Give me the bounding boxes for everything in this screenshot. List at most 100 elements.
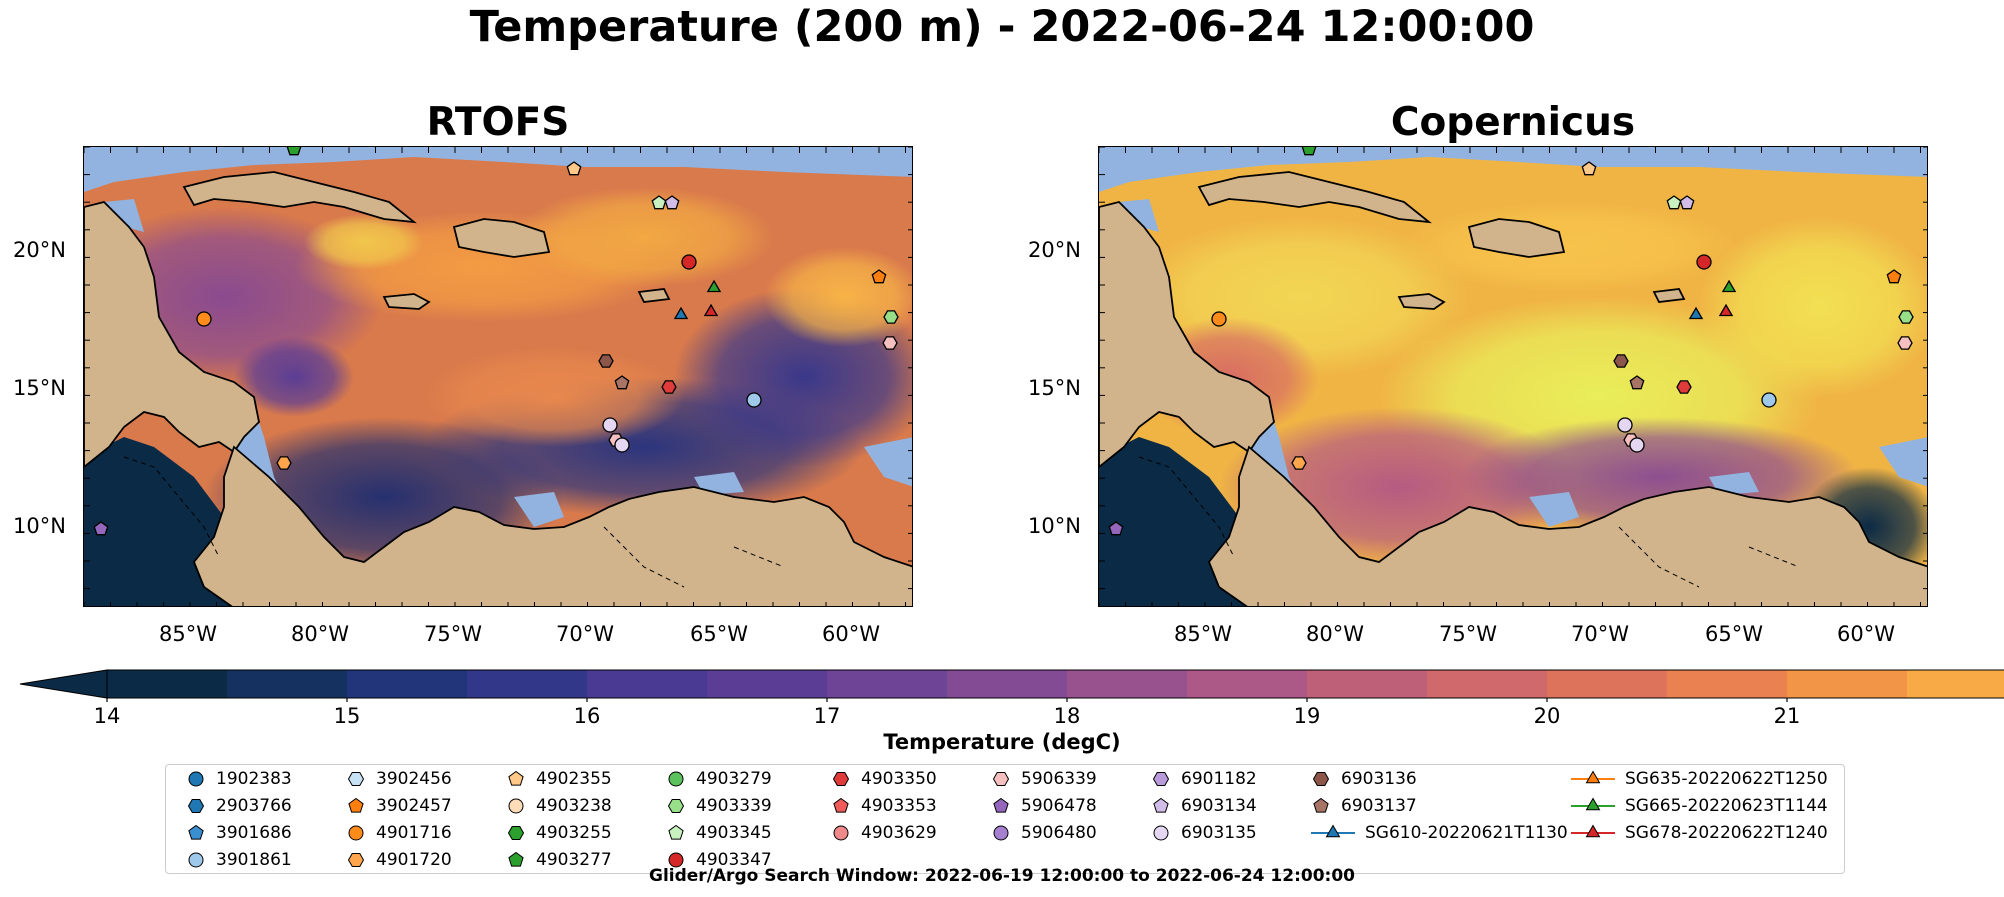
legend-item-6903137: 6903137 (1311, 796, 1417, 816)
legend-marker-icon (993, 797, 1009, 813)
legend-marker-icon (1313, 797, 1329, 813)
lon-label-right-80: 80°W (1306, 622, 1364, 646)
legend-marker-icon (1153, 797, 1169, 813)
legend-item-4903347: 4903347 (666, 850, 772, 870)
lon-label-right-85: 85°W (1174, 622, 1232, 646)
legend-marker-icon (347, 772, 365, 786)
legend-item-4903279: 4903279 (666, 769, 772, 789)
legend-marker-icon (833, 825, 849, 841)
float-marker-4901720 (276, 456, 292, 470)
legend-marker-icon (507, 826, 525, 840)
float-marker-3901861 (1761, 392, 1777, 408)
legend-item-2903766: 2903766 (186, 796, 292, 816)
legend-label: 4903277 (536, 850, 612, 870)
lon-label-right-65: 65°W (1705, 622, 1763, 646)
legend-marker-icon (1571, 797, 1615, 811)
legend-label: 2903766 (216, 796, 292, 816)
cbar-tick-14: 14 (93, 704, 121, 728)
lat-label-right-15: 15°N (1028, 376, 1081, 400)
cbar-tick-17: 17 (813, 704, 841, 728)
float-marker-6903136 (598, 354, 614, 368)
legend-marker-icon (832, 772, 850, 786)
legend-marker-icon (1571, 770, 1615, 784)
lat-label-right-10: 10°N (1028, 514, 1081, 538)
legend-item-5906478: 5906478 (991, 796, 1097, 816)
legend-item-4903277: 4903277 (506, 850, 612, 870)
legend-label: 3902456 (376, 769, 452, 789)
legend-marker-icon (188, 771, 204, 787)
legend-item-SG610-20220621T1130: SG610-20220621T1130 (1311, 823, 1568, 843)
legend-marker-icon (347, 853, 365, 867)
lon-label-right-75: 75°W (1439, 622, 1497, 646)
legend-label: 3901686 (216, 823, 292, 843)
float-marker-3902457 (1886, 269, 1902, 284)
legend-item-3901686: 3901686 (186, 823, 292, 843)
lon-label-left-70: 70°W (556, 622, 614, 646)
lon-label-left-75: 75°W (424, 622, 482, 646)
legend-label: 5906480 (1021, 823, 1097, 843)
float-marker-SG610-20220621T1130 (1688, 306, 1704, 320)
float-marker-6903135 (614, 437, 630, 453)
search-window-note: Glider/Argo Search Window: 2022-06-19 12… (649, 866, 1355, 886)
float-marker-4902355 (1581, 161, 1597, 176)
legend-marker-icon (348, 825, 364, 841)
legend-label: 4903279 (696, 769, 772, 789)
legend-label: 6903137 (1341, 796, 1417, 816)
float-marker-SG665-20220623T1144 (706, 279, 722, 293)
legend: 1902383 2903766 3901686 3901861 3902456 39024… (165, 764, 1845, 874)
legend-label: 3902457 (376, 796, 452, 816)
legend-label: 3901861 (216, 850, 292, 870)
legend-item-4903339: 4903339 (666, 796, 772, 816)
legend-marker-icon (187, 799, 205, 813)
float-marker-4902355 (566, 161, 582, 176)
legend-item-3902456: 3902456 (346, 769, 452, 789)
legend-item-SG678-20220622T1240: SG678-20220622T1240 (1571, 823, 1828, 843)
float-marker-6903135 (602, 417, 618, 433)
legend-label: 4903353 (861, 796, 937, 816)
float-marker-6903137 (1629, 375, 1645, 390)
legend-item-5906480: 5906480 (991, 823, 1097, 843)
cbar-tick-21: 21 (1773, 704, 1801, 728)
lon-label-left-85: 85°W (159, 622, 217, 646)
legend-item-4903255: 4903255 (506, 823, 612, 843)
lon-label-left-80: 80°W (291, 622, 349, 646)
legend-label: 6903134 (1181, 796, 1257, 816)
float-marker-4903339 (883, 310, 899, 324)
legend-label: 6903135 (1181, 823, 1257, 843)
float-marker-4903345 (651, 195, 667, 210)
float-marker-SG610-20220621T1130 (673, 306, 689, 320)
legend-item-4902355: 4902355 (506, 769, 612, 789)
legend-label: 4903629 (861, 823, 937, 843)
float-marker-4901716 (196, 311, 212, 327)
lon-label-right-60: 60°W (1837, 622, 1895, 646)
legend-label: 6903136 (1341, 769, 1417, 789)
lat-label-left-10: 10°N (13, 514, 66, 538)
legend-label: 4903255 (536, 823, 612, 843)
legend-label: 5906478 (1021, 796, 1097, 816)
panel-title-copernicus: Copernicus (1390, 100, 1636, 145)
legend-item-4901720: 4901720 (346, 850, 452, 870)
legend-item-SG665-20220623T1144: SG665-20220623T1144 (1571, 796, 1828, 816)
legend-label: 5906339 (1021, 769, 1097, 789)
legend-marker-icon (993, 825, 1009, 841)
cbar-tick-20: 20 (1533, 704, 1561, 728)
float-marker-SG665-20220623T1144 (1721, 279, 1737, 293)
float-marker-4903350 (1676, 380, 1692, 394)
float-marker-6903137 (614, 375, 630, 390)
legend-label: 4901720 (376, 850, 452, 870)
float-marker-4901720 (1291, 456, 1307, 470)
cbar-tick-15: 15 (333, 704, 361, 728)
legend-marker-icon (188, 852, 204, 868)
cbar-tick-19: 19 (1293, 704, 1321, 728)
legend-item-4903353: 4903353 (831, 796, 937, 816)
float-marker-3902457 (871, 269, 887, 284)
map-copernicus (1098, 146, 1928, 607)
legend-marker-icon (1153, 825, 1169, 841)
lat-label-left-20: 20°N (13, 238, 66, 262)
panel-title-rtofs: RTOFS (426, 100, 570, 145)
float-marker-4903277 (286, 147, 302, 156)
legend-item-4901716: 4901716 (346, 823, 452, 843)
legend-label: 1902383 (216, 769, 292, 789)
legend-label: SG635-20220622T1250 (1625, 769, 1828, 789)
legend-label: 4903339 (696, 796, 772, 816)
